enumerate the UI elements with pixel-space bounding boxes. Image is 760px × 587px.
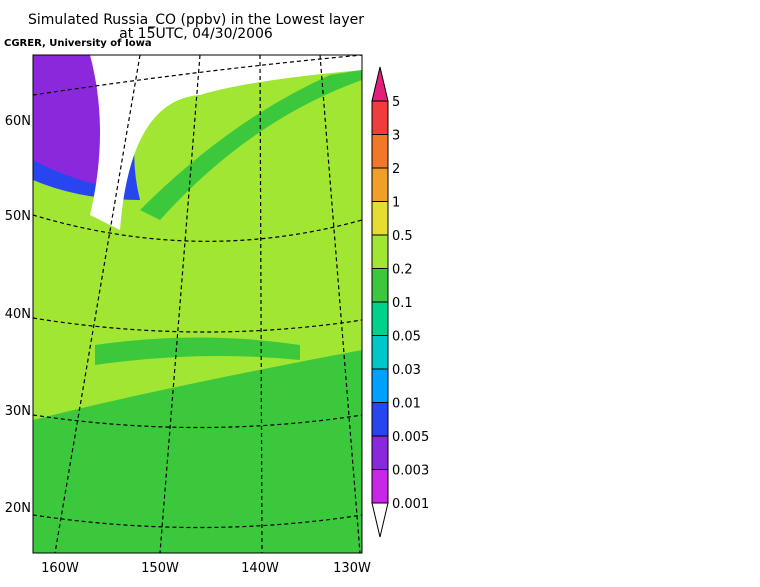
colorbar-cell [371,301,389,336]
colorbar-label: 5 [392,95,400,110]
title-line2: at 15UTC, 04/30/2006 [119,26,273,42]
colorbar-label: 0.1 [392,296,413,311]
colorbar-cell [371,368,389,403]
map-area [33,55,362,553]
lon-label: 130W [333,561,371,576]
lat-label: 50N [5,209,31,224]
title-line1: Simulated Russia_CO (ppbv) in the Lowest… [28,12,364,28]
colorbar-cell [371,100,389,135]
colorbar-cell [371,335,389,370]
colorbar-label: 0.03 [392,363,421,378]
colorbar-label: 0.005 [392,430,429,445]
colorbar-cell [371,134,389,169]
colorbar-label: 0.003 [392,464,429,479]
colorbar-cell [371,469,389,504]
colorbar-cell [371,167,389,202]
lat-label: 40N [5,307,31,322]
colorbar-cap [371,66,389,102]
field-green [140,70,362,220]
field-mid [33,350,362,553]
lon-label: 150W [141,561,179,576]
colorbar-cell [371,234,389,269]
colorbar-cell [371,268,389,303]
colorbar-label: 0.001 [392,497,429,512]
lon-label: 140W [241,561,279,576]
colorbar-label: 3 [392,129,400,144]
colorbar-label: 2 [392,162,400,177]
map-frame [32,54,363,554]
colorbar-label: 0.5 [392,229,413,244]
credit: CGRER, University of Iowa [4,38,152,49]
colorbar-label: 0.05 [392,330,421,345]
colorbar-label: 0.01 [392,397,421,412]
colorbar-label: 1 [392,196,400,211]
colorbar-label: 0.2 [392,263,413,278]
colorbar-cell [371,435,389,470]
colorbar-cell [371,402,389,437]
land [33,55,362,230]
colorbar: 5 3 2 1 0.5 0.2 0.1 0.05 0.03 0.01 0.005 0.003 0.001 [371,66,429,538]
colorbar-cap [371,502,389,538]
plume [95,337,300,365]
lat-label: 20N [5,501,31,516]
graticule [33,55,362,553]
lat-label: 30N [5,404,31,419]
colorbar-cell [371,201,389,236]
lon-label: 160W [41,561,79,576]
lat-label: 60N [5,114,31,129]
